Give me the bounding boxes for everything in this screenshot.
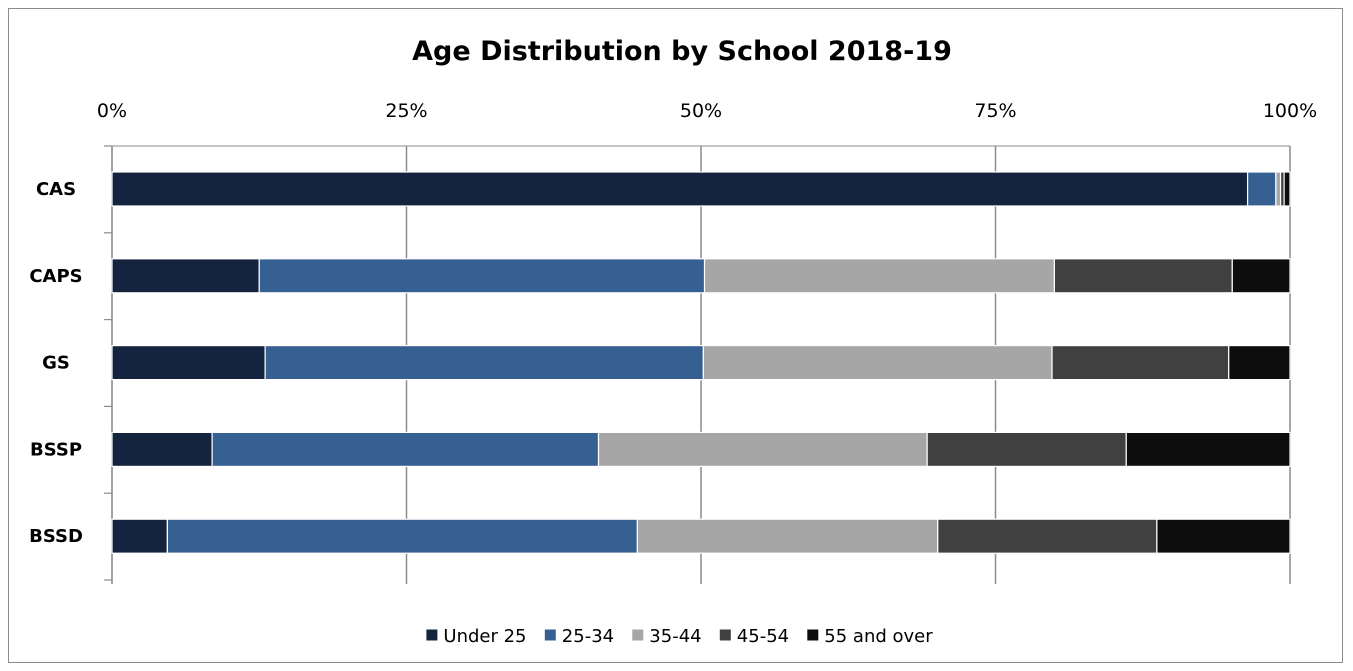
bar-segment [111,345,266,381]
bar-segment [702,345,1053,381]
bar-segment [1283,171,1291,207]
legend-label: Under 25 [443,626,526,647]
bar-segment [1051,345,1230,381]
category-label: GS [42,353,70,374]
bar-segment [597,431,928,467]
category-label: BSSD [29,526,83,547]
x-tick-labels: 0% 25% 50% 75% 100% [97,100,1317,122]
bars [111,171,1291,554]
category-label: CAS [36,179,76,200]
bar-segment [111,518,168,554]
x-tick-label: 75% [974,100,1016,122]
bar-segment [926,431,1127,467]
legend-label: 25-34 [562,626,614,647]
bar-segment [264,345,704,381]
x-tick-label: 0% [97,100,127,122]
category-labels: CAS CAPS GS BSSP BSSD [29,179,83,547]
legend-swatch [426,629,438,641]
legend-swatch [719,629,731,641]
x-tick-label: 25% [385,100,427,122]
category-label: CAPS [29,266,82,287]
category-label: BSSP [30,439,82,460]
bar-segment [211,431,600,467]
legend: Under 25 25-34 35-44 45-54 55 and over [426,626,933,647]
bar-segment [636,518,939,554]
x-tick-label: 50% [680,100,722,122]
bar-segment [1156,518,1291,554]
chart-frame [8,8,1343,663]
legend-label: 35-44 [649,626,701,647]
x-tick-label: 100% [1263,100,1317,122]
bar-segment [111,431,213,467]
bar-segment [703,258,1055,294]
bar-segment [111,171,1249,207]
bar-segment [111,258,260,294]
chart-title: Age Distribution by School 2018-19 [412,36,952,67]
bar-segment [1275,171,1282,207]
legend-swatch [544,629,556,641]
bar-segment [166,518,638,554]
bar-segment [1228,345,1291,381]
bar-segment [258,258,706,294]
bar-segment [1231,258,1291,294]
legend-swatch [632,629,644,641]
bar-segment [1125,431,1291,467]
legend-label: 55 and over [824,626,933,647]
legend-swatch [807,629,819,641]
legend-label: 45-54 [737,626,789,647]
bar-segment [1246,171,1277,207]
bar-segment [1053,258,1233,294]
bar-segment [937,518,1158,554]
